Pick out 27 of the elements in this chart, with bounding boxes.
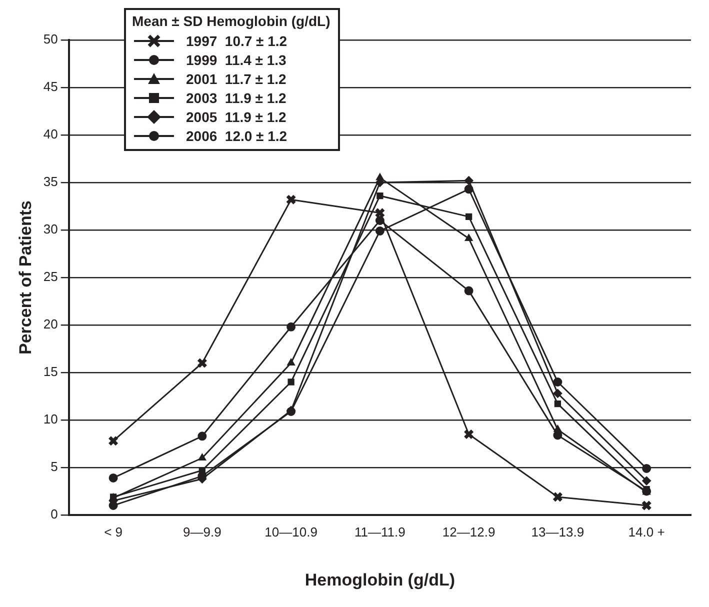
y-tick-label: 35 — [43, 174, 58, 190]
x-tick-label: 10—10.9 — [264, 524, 318, 540]
y-tick-label: 15 — [43, 364, 58, 380]
y-tick-label: 30 — [43, 222, 58, 237]
x-tick-label: 9—9.9 — [183, 524, 222, 540]
x-tick-label: 14.0 + — [628, 524, 665, 540]
legend-label: 2001 11.7 ± 1.2 — [186, 70, 286, 86]
y-tick-label: 40 — [43, 126, 58, 142]
y-tick-label: 45 — [43, 79, 58, 94]
x-tick-label: < 9 — [104, 524, 123, 540]
y-tick-label: 10 — [43, 412, 58, 427]
x-tick-label: 13—13.9 — [531, 524, 584, 540]
legend-label: 1999 11.4 ± 1.3 — [186, 52, 286, 68]
y-tick-label: 5 — [50, 459, 58, 474]
x-tick-label: 11—11.9 — [354, 524, 406, 540]
legend-label: 2005 11.9 ± 1.2 — [186, 108, 286, 124]
x-tick-label: 12—12.9 — [442, 524, 496, 540]
legend-label: 2006 12.0 ± 1.2 — [186, 128, 288, 144]
y-tick-label: 50 — [43, 32, 58, 47]
legend-title: Mean ± SD Hemoglobin (g/dL) — [132, 13, 330, 29]
x-axis-title: Hemoglobin (g/dL) — [304, 570, 455, 590]
y-tick-label: 0 — [50, 506, 58, 522]
y-tick-label: 25 — [43, 269, 58, 284]
y-axis-title: Percent of Patients — [16, 200, 35, 354]
legend-label: 1997 10.7 ± 1.2 — [186, 32, 288, 48]
legend-label: 2003 11.9 ± 1.2 — [186, 90, 286, 106]
y-tick-label: 20 — [43, 316, 58, 332]
